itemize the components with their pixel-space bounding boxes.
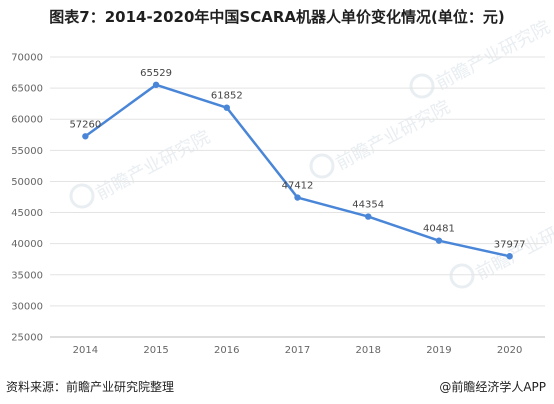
y-tick-label: 50000	[11, 177, 43, 188]
x-tick-label: 2019	[426, 345, 451, 356]
x-tick-label: 2014	[73, 345, 98, 356]
watermark-logo-icon	[409, 73, 435, 99]
y-tick-label: 35000	[11, 270, 43, 281]
data-label: 44354	[352, 200, 384, 211]
data-label: 40481	[423, 224, 455, 235]
watermark-text: 前瞻产业研究院	[432, 17, 553, 95]
data-point	[223, 104, 230, 111]
x-tick-label: 2015	[143, 345, 168, 356]
data-point	[294, 194, 301, 201]
data-point	[82, 133, 89, 140]
data-point	[506, 253, 513, 260]
y-tick-label: 30000	[11, 301, 43, 312]
data-point	[365, 213, 372, 220]
watermark-text: 前瞻产业研究院	[92, 127, 213, 205]
y-tick-label: 70000	[11, 53, 43, 64]
data-label: 57260	[69, 119, 101, 130]
watermark-logo-icon	[449, 263, 475, 289]
data-label: 37977	[494, 239, 526, 250]
y-tick-label: 55000	[11, 146, 43, 157]
x-tick-label: 2020	[497, 345, 522, 356]
watermark-text: 前瞻产业研究院	[332, 97, 453, 175]
y-tick-label: 65000	[11, 84, 43, 95]
data-point	[152, 81, 160, 89]
x-tick-label: 2018	[355, 345, 380, 356]
y-tick-label: 40000	[11, 239, 43, 250]
watermark-logo-icon	[309, 153, 335, 179]
y-tick-label: 45000	[11, 208, 43, 219]
y-tick-label: 60000	[11, 115, 43, 126]
data-label: 61852	[211, 91, 243, 102]
data-point	[435, 237, 443, 244]
watermark-logo-icon	[69, 183, 95, 209]
x-tick-label: 2016	[214, 345, 239, 356]
y-tick-label: 25000	[11, 333, 43, 344]
credit-note: @前瞻经济学人APP	[439, 380, 546, 394]
x-tick-label: 2017	[285, 345, 310, 356]
source-note: 资料来源：前瞻产业研究院整理	[6, 380, 175, 394]
data-label: 65529	[140, 68, 172, 79]
chart-title: 图表7：2014-2020年中国SCARA机器人单价变化情况(单位：元)	[49, 8, 505, 26]
data-label: 47412	[282, 181, 314, 192]
